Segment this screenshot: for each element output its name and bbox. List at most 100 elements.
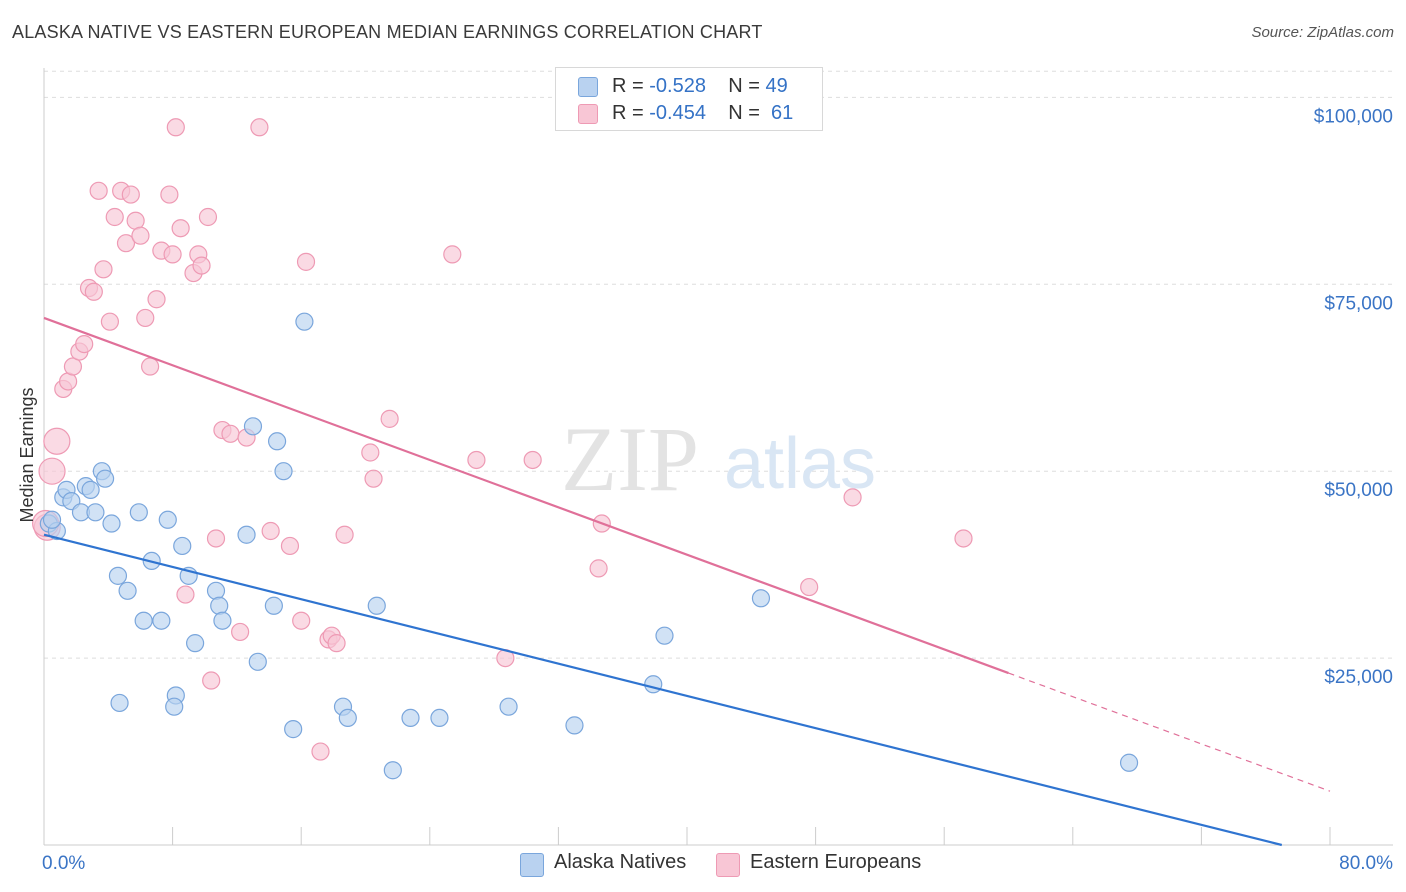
eastern-european-point bbox=[380, 409, 399, 428]
alaska-native-point bbox=[248, 652, 267, 671]
alaska-native-point bbox=[118, 581, 137, 600]
alaska-native-point bbox=[430, 708, 449, 728]
eastern-european-point bbox=[84, 282, 103, 301]
alaska-native-point bbox=[152, 611, 171, 630]
alaska-native-point bbox=[95, 469, 115, 488]
alaska-native-point bbox=[383, 761, 402, 780]
watermark: ZIP atlas bbox=[561, 408, 876, 510]
alaska-native-point bbox=[213, 611, 232, 630]
eastern-european-point bbox=[163, 245, 182, 264]
alaska-native-point bbox=[565, 716, 584, 735]
alaska-native-point bbox=[367, 596, 386, 615]
alaska-trend-line bbox=[43, 533, 1283, 847]
legend-r-label: R = bbox=[612, 75, 644, 97]
alaska-native-point bbox=[295, 312, 314, 331]
legend-r-label: R = bbox=[612, 102, 644, 124]
alaska-native-point bbox=[186, 634, 205, 653]
x-tick-label-min: 0.0% bbox=[42, 853, 85, 874]
alaska-native-point bbox=[86, 503, 105, 522]
legend-n-label: N = bbox=[728, 75, 760, 97]
eastern-european-point bbox=[589, 559, 608, 578]
eastern-european-point bbox=[206, 529, 226, 548]
eastern-european-point bbox=[311, 742, 330, 761]
alaska-native-point bbox=[237, 525, 256, 544]
eastern-european-point bbox=[100, 312, 120, 331]
alaska-native-point bbox=[264, 596, 283, 615]
eastern-european-point bbox=[166, 118, 185, 137]
alaska-native-point bbox=[644, 675, 663, 694]
alaska-native-point bbox=[158, 510, 177, 529]
eastern-european-point bbox=[131, 226, 150, 245]
alaska-native-point bbox=[267, 432, 287, 451]
eastern-european-point bbox=[202, 671, 221, 690]
alaska-native-point bbox=[173, 536, 192, 556]
eastern-european-point bbox=[327, 634, 346, 653]
eastern-european-point bbox=[221, 424, 240, 443]
y-tick-label: $25,000 bbox=[1324, 667, 1393, 688]
eastern-trend-extension bbox=[1008, 672, 1331, 792]
y-tick-label: $100,000 bbox=[1314, 106, 1393, 127]
eastern-european-point bbox=[192, 256, 211, 275]
eastern-european-point bbox=[160, 185, 179, 204]
eastern-european-point bbox=[261, 521, 280, 541]
alaska-native-point bbox=[210, 596, 229, 615]
bottom-legend-swatch-pink bbox=[716, 853, 740, 877]
correlation-legend: R = -0.528 N = 49 R = -0.454 N = 61 bbox=[555, 67, 823, 131]
eastern-european-point bbox=[116, 234, 136, 253]
eastern-european-point bbox=[105, 207, 124, 227]
axes bbox=[43, 68, 1393, 846]
alaska-native-point bbox=[1119, 753, 1139, 772]
alaska-native-point bbox=[206, 581, 226, 600]
eastern-trend-line bbox=[43, 316, 1009, 675]
eastern-european-point bbox=[140, 357, 160, 376]
legend-swatch-blue bbox=[578, 77, 598, 97]
eastern-european-point bbox=[136, 308, 155, 328]
eastern-european-point bbox=[94, 260, 113, 279]
legend-r-value: -0.528 bbox=[649, 75, 706, 97]
eastern-european-point bbox=[292, 611, 311, 630]
tick-labels: $25,000 $50,000 $75,000 $100,000 0.0% 80.0% bbox=[42, 106, 1393, 874]
alaska-native-point bbox=[102, 514, 121, 533]
y-tick-label: $75,000 bbox=[1324, 293, 1393, 314]
y-tick-label: $50,000 bbox=[1324, 480, 1393, 501]
alaska-native-point bbox=[110, 693, 129, 713]
eastern-european-point bbox=[231, 622, 250, 642]
legend-n-value: 49 bbox=[765, 75, 788, 97]
eastern-european-point bbox=[443, 245, 462, 264]
eastern-european-point bbox=[296, 252, 316, 271]
grid-lines bbox=[44, 70, 1393, 659]
alaska-native-point bbox=[134, 611, 153, 630]
alaska-native-point bbox=[108, 566, 128, 585]
eastern-european-point bbox=[43, 427, 71, 455]
eastern-european-point bbox=[75, 334, 94, 354]
eastern-european-point bbox=[63, 357, 83, 376]
legend-swatch-pink bbox=[578, 104, 598, 124]
alaska-native-point bbox=[81, 480, 100, 499]
alaska-native-point bbox=[284, 720, 303, 739]
alaska-native-point bbox=[751, 589, 771, 608]
alaska-native-point bbox=[655, 626, 674, 645]
bottom-legend-label: Eastern Europeans bbox=[750, 851, 922, 873]
eastern-european-point bbox=[364, 469, 383, 488]
eastern-european-point bbox=[523, 450, 542, 470]
eastern-european-point bbox=[800, 577, 819, 597]
chart-title: ALASKA NATIVE VS EASTERN EUROPEAN MEDIAN… bbox=[12, 22, 763, 42]
eastern-european-point bbox=[361, 443, 380, 462]
eastern-european-point bbox=[250, 118, 269, 137]
eastern-european-point bbox=[89, 181, 108, 200]
eastern-european-point bbox=[171, 219, 190, 238]
eastern-european-point bbox=[38, 457, 66, 485]
alaska-native-point bbox=[274, 462, 293, 481]
trend-lines bbox=[43, 316, 1331, 847]
eastern-european-point bbox=[843, 488, 862, 507]
alaska-native-point bbox=[499, 697, 518, 716]
legend-n-value: 61 bbox=[771, 102, 794, 124]
eastern-european-point bbox=[335, 525, 354, 544]
y-axis-label: Median Earnings bbox=[17, 387, 37, 522]
eastern-european-point bbox=[280, 536, 300, 556]
bottom-legend-swatch-blue bbox=[520, 853, 544, 877]
alaska-native-point bbox=[129, 503, 148, 522]
data-points bbox=[32, 118, 1139, 780]
alaska-native-point bbox=[401, 708, 420, 728]
